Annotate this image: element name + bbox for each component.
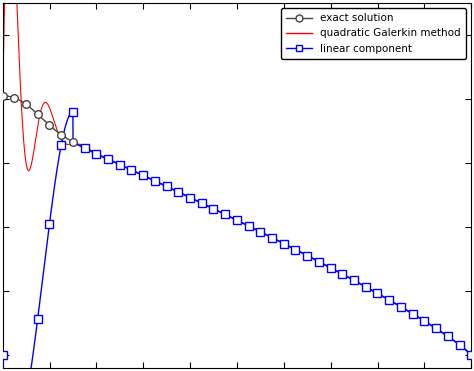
Legend: exact solution, quadratic Galerkin method, linear component: exact solution, quadratic Galerkin metho… bbox=[281, 8, 466, 59]
